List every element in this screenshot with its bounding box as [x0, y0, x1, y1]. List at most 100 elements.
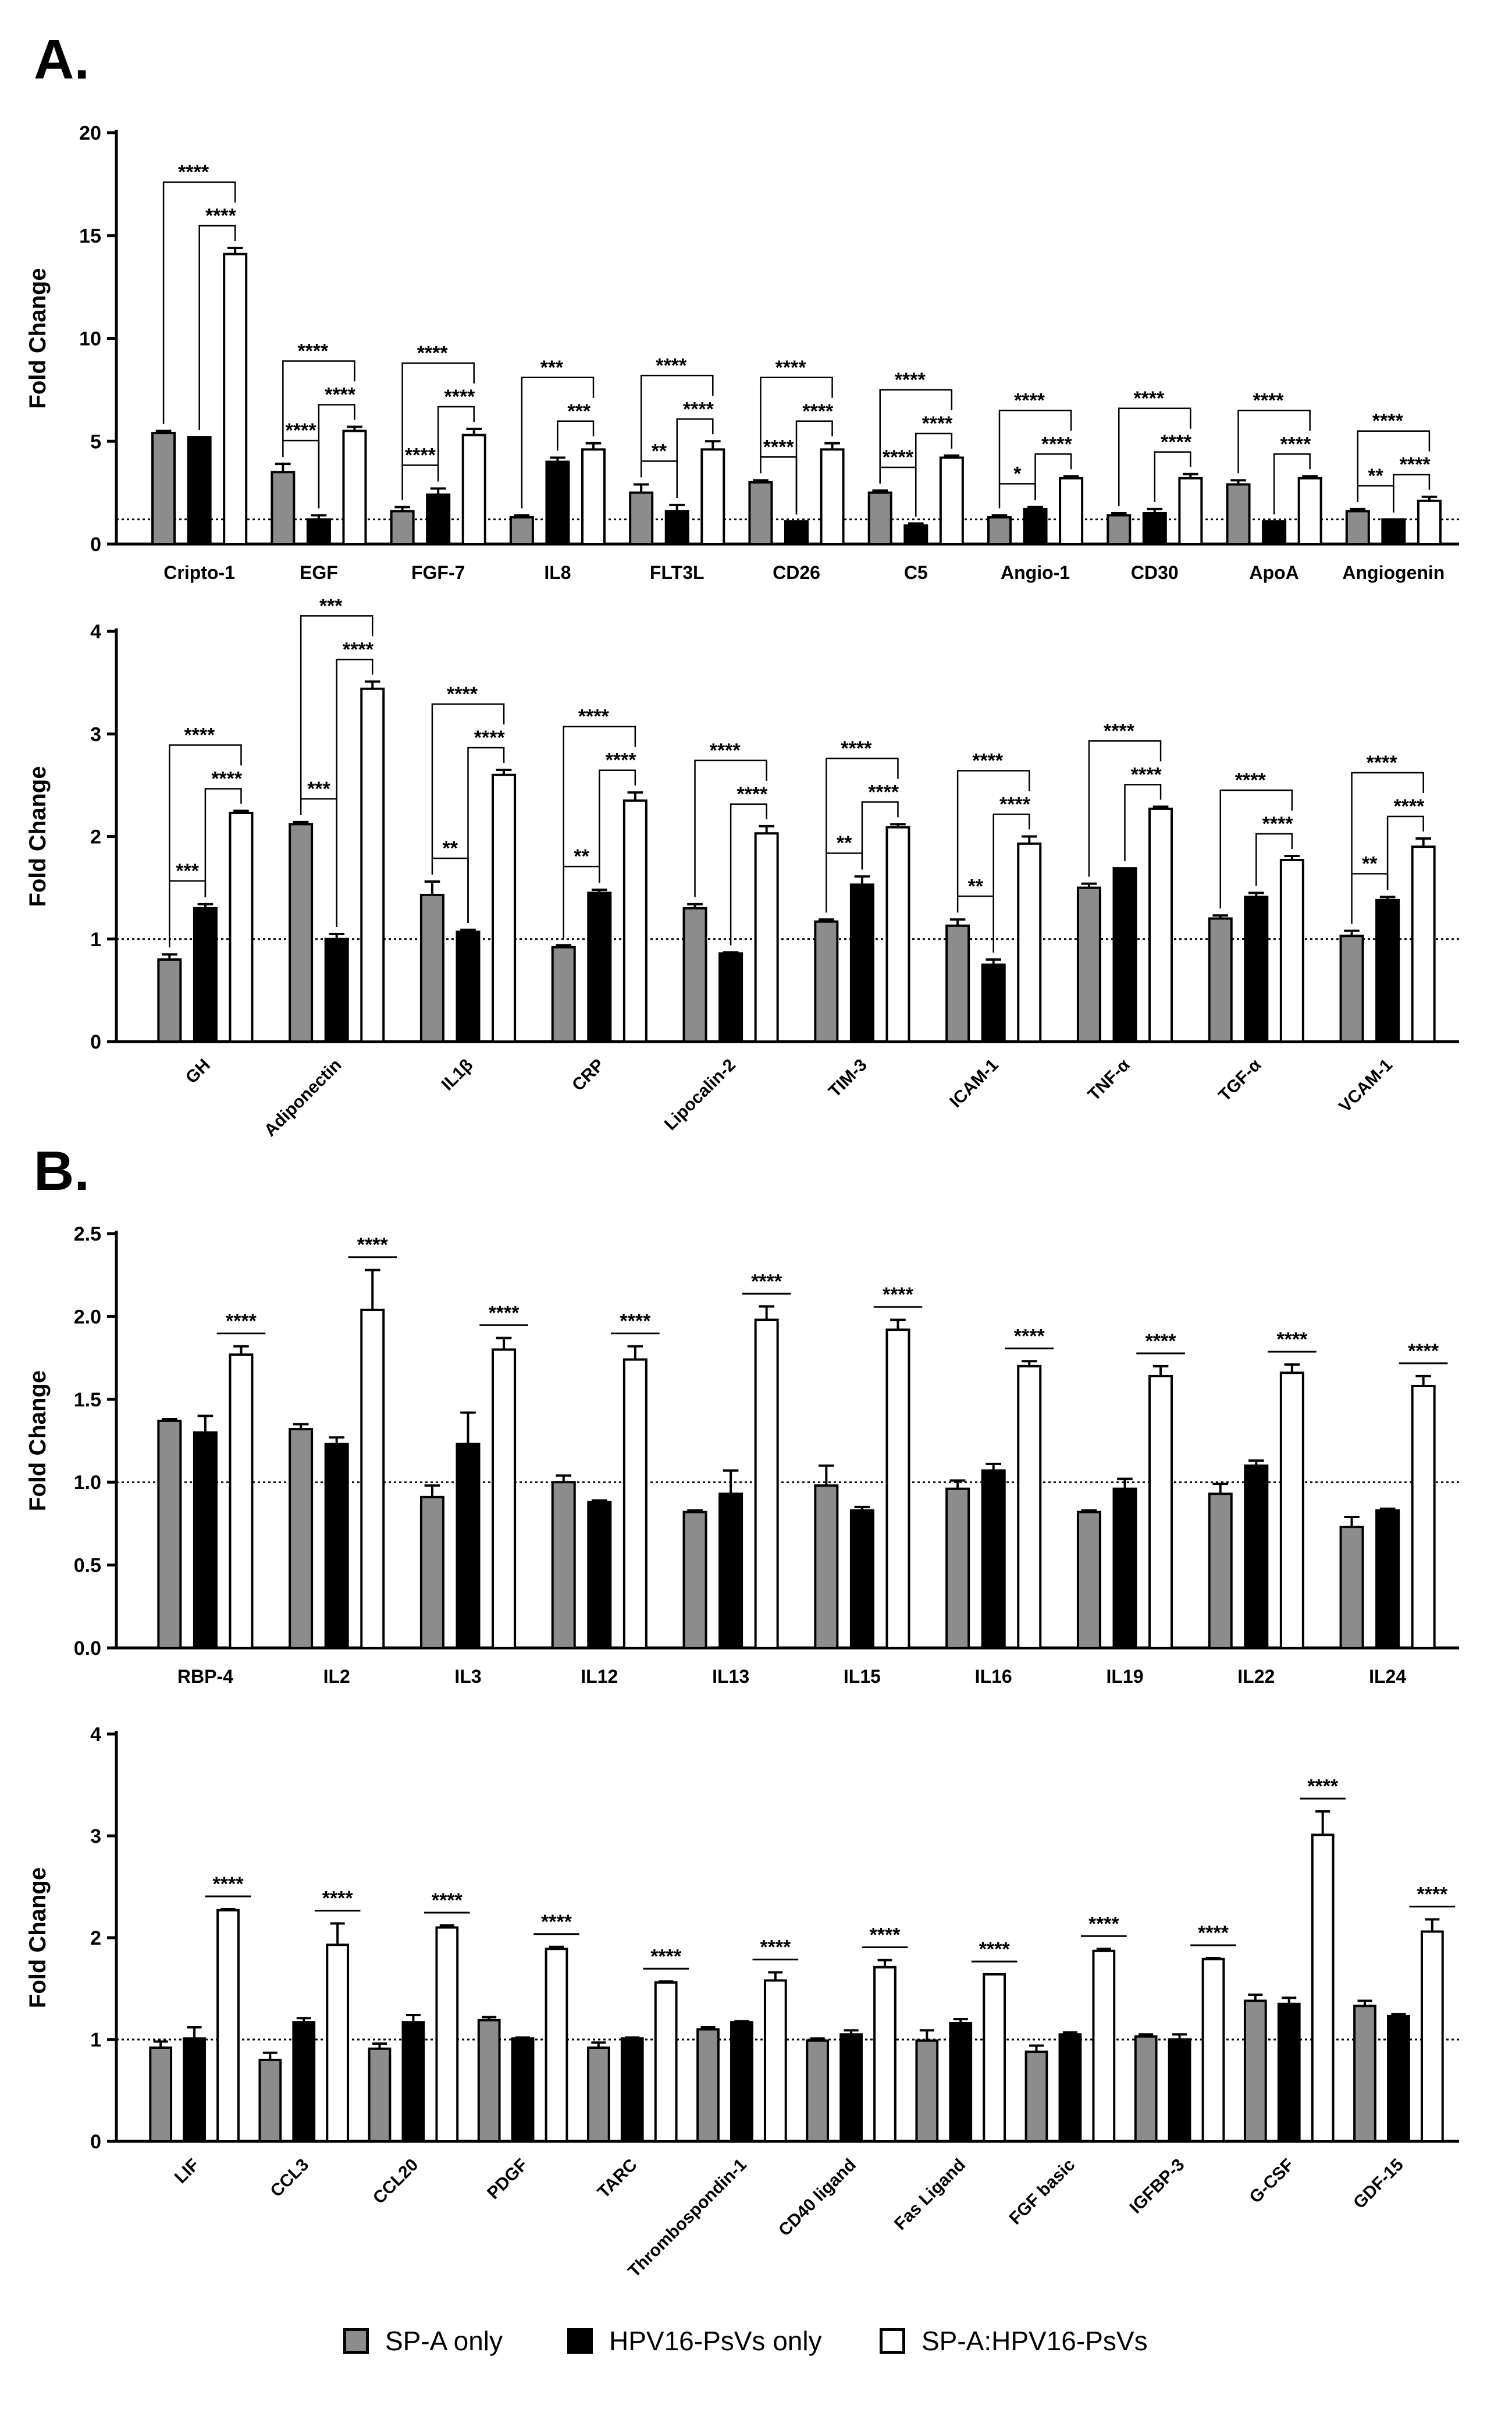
chart1-bar — [581, 448, 606, 546]
chart3-bar — [1244, 1464, 1269, 1649]
chart2-bar — [682, 907, 707, 1043]
chart3-bar — [814, 1484, 839, 1649]
chart2-bracket-outer — [1351, 772, 1424, 924]
chart3-bar — [419, 1495, 444, 1650]
chart2-sig-inner: **** — [1131, 763, 1162, 786]
chart4-sig-label: **** — [760, 1937, 791, 1959]
chart3-xtick-label: IL16 — [975, 1666, 1012, 1687]
chart2-bar — [945, 924, 970, 1043]
chart2-bracket-inner — [204, 788, 242, 897]
chart2-sig-outer: **** — [1235, 769, 1266, 791]
chart1-sig-outer: **** — [895, 369, 926, 391]
chart4-sig-label: **** — [979, 1938, 1011, 1960]
chart1-xtick-label: IL8 — [544, 562, 571, 583]
chart4-ytick-label: 4 — [90, 1724, 101, 1746]
chart2-sig-outer: *** — [319, 595, 343, 617]
chart1-sig-lower: **** — [405, 445, 436, 467]
chart3-ytick-label: 2.5 — [74, 1223, 101, 1245]
chart2-sig-inner: **** — [474, 727, 506, 749]
chart4-sig-label: **** — [432, 1889, 463, 1912]
chart1-sig-inner: **** — [1280, 433, 1311, 455]
chart1-bar — [939, 456, 964, 546]
chart2-bar — [849, 883, 874, 1043]
chart1-bar — [820, 448, 845, 546]
chart1-bar — [271, 471, 296, 546]
chart4-bar — [1353, 2005, 1376, 2143]
chart1-bracket-inner — [676, 418, 714, 498]
chart2-bar — [1017, 842, 1042, 1043]
chart4-bar — [1201, 1957, 1225, 2143]
chart2-bar — [622, 799, 648, 1043]
chart2-xtick-label: IL1β — [438, 1056, 477, 1095]
chart1-bar — [700, 448, 725, 546]
chart3-bar — [1017, 1365, 1042, 1650]
chart3-xtick-label: RBP-4 — [177, 1666, 233, 1687]
chart1-sig-inner: **** — [1400, 454, 1431, 476]
chart2-bracket-inner — [467, 747, 505, 923]
chart3-xtick-label: IL12 — [581, 1666, 618, 1687]
chart2-bracket-lower — [301, 798, 337, 927]
chart1-xtick-label: Cripto-1 — [163, 562, 235, 583]
chart2-bar — [754, 832, 779, 1043]
chart2-xtick-label: Lipocalin-2 — [661, 1056, 739, 1134]
legend-label-combo: SP-A:HPV16-PsVs — [922, 2326, 1148, 2356]
chart4-xtick-label: Thrombospondin-1 — [624, 2155, 750, 2282]
chart2-sig-outer: **** — [578, 706, 610, 728]
chart2-bar — [1112, 867, 1137, 1043]
chart2-bar — [456, 930, 481, 1043]
chart1-xtick-label: ApoA — [1249, 562, 1298, 583]
chart2-bar — [587, 891, 612, 1043]
chart2-sig-lower: ** — [968, 875, 984, 897]
chart2-bar — [193, 907, 218, 1043]
chart1-sig-inner: **** — [1161, 431, 1192, 453]
chart3-bar — [1148, 1374, 1173, 1649]
chart3-sig-label: **** — [620, 1310, 651, 1333]
chart4-bar — [511, 2037, 535, 2143]
chart2-sig-inner: **** — [1262, 813, 1294, 835]
chart1-xtick-label: EGF — [300, 562, 338, 583]
chart1-bracket-lower — [641, 460, 678, 498]
chart4-bar — [730, 2021, 753, 2143]
chart3-bar — [229, 1353, 254, 1650]
chart3-bar — [981, 1469, 1006, 1649]
chart1-bar — [1262, 520, 1287, 545]
chart1-bar — [342, 429, 367, 546]
chart3-xtick-label: IL2 — [323, 1666, 350, 1687]
chart4-xtick-label: CCL3 — [266, 2155, 312, 2201]
chart2-sig-inner: **** — [737, 783, 768, 805]
chart1-sig-outer: **** — [775, 357, 807, 379]
chart2-sig-inner: **** — [343, 638, 374, 660]
chart1-bar — [426, 493, 451, 545]
chart2-sig-inner: **** — [1393, 795, 1425, 818]
chart1-bracket-lower — [999, 483, 1036, 500]
chart4-bar — [1277, 2002, 1301, 2143]
chart1-sig-inner: *** — [567, 400, 590, 422]
chart2-bracket-inner — [599, 769, 636, 883]
chart4-xtick-label: CCL20 — [369, 2155, 422, 2208]
chart3-bar — [324, 1443, 349, 1650]
chart3-sig-label: **** — [751, 1270, 782, 1292]
chart3-bar — [1375, 1509, 1400, 1649]
chart4-bar — [586, 2047, 610, 2143]
chart2-bar — [1375, 898, 1400, 1043]
chart1-bar — [306, 518, 331, 546]
chart1-xtick-label: FGF-7 — [411, 562, 465, 583]
chart2-xtick-label: TGF-α — [1215, 1055, 1265, 1105]
chart2-bracket-lower — [169, 880, 207, 897]
chart4-ylabel: Fold Change — [25, 1867, 51, 2008]
chart2-bracket-inner — [861, 801, 899, 870]
chart4-sig-label: **** — [1417, 1884, 1448, 1906]
chart1-ylabel: Fold Change — [25, 268, 51, 408]
chart2-bar — [1411, 845, 1436, 1043]
chart1-bar — [903, 524, 928, 545]
chart1-bar — [187, 436, 212, 545]
chart3-bar — [360, 1309, 385, 1650]
chart4-bar — [696, 2028, 720, 2143]
chart2-sig-outer: **** — [447, 683, 478, 705]
chart2-sig-lower: ** — [442, 837, 458, 859]
chart4-ytick-label: 3 — [90, 1825, 101, 1847]
chart2-bar — [492, 773, 517, 1043]
chart3-bar — [456, 1443, 481, 1650]
legend-item-hpv: HPV16-PsVs only — [567, 2323, 822, 2358]
chart3-sig-label: **** — [489, 1302, 520, 1324]
